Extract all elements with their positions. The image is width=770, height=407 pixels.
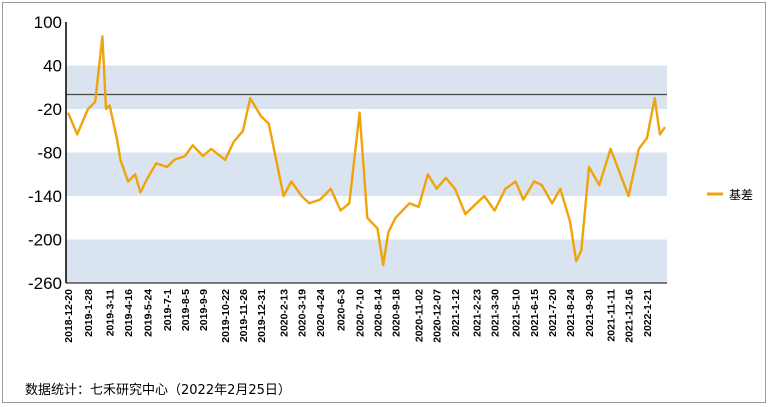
x-tick-label: 2019-7-1 bbox=[162, 289, 174, 331]
legend-label: 基差 bbox=[729, 188, 753, 202]
x-tick-label: 2019-11-26 bbox=[238, 289, 250, 342]
x-tick-label: 2021-5-10 bbox=[511, 289, 523, 337]
x-tick-label: 2021-7-20 bbox=[547, 289, 559, 337]
y-tick-label: -20 bbox=[37, 100, 62, 119]
y-tick-label: -200 bbox=[28, 231, 62, 250]
shaded-band-0 bbox=[66, 65, 667, 109]
series-line-jicha bbox=[66, 35, 666, 267]
x-tick-label: 2021-6-15 bbox=[529, 289, 541, 337]
x-tick-label: 2020-4-24 bbox=[315, 289, 327, 337]
x-tick-label: 2019-12-31 bbox=[256, 289, 268, 343]
x-tick-label: 2019-9-9 bbox=[198, 289, 210, 331]
x-axis-ticks: 2018-12-20 2019-1-28 2019-3-11 2019-4-16 201… bbox=[63, 289, 654, 343]
x-tick-label: 2020-11-02 bbox=[414, 289, 426, 342]
y-tick-label: 40 bbox=[43, 57, 62, 76]
x-tick-label: 2021-2-23 bbox=[472, 289, 484, 337]
footer-source-note: 数据统计：七禾研究中心（2022年2月25日） bbox=[25, 383, 291, 398]
shaded-bands bbox=[66, 65, 667, 283]
x-tick-label: 2019-4-16 bbox=[123, 289, 135, 337]
x-tick-label: 2020-9-18 bbox=[391, 289, 403, 337]
x-tick-label: 2021-1-12 bbox=[450, 289, 462, 337]
x-tick-label: 2021-3-30 bbox=[490, 289, 502, 337]
y-tick-label: -80 bbox=[37, 144, 62, 163]
x-tick-label: 2021-11-11 bbox=[606, 289, 618, 342]
x-tick-label: 2019-3-11 bbox=[105, 289, 117, 336]
x-tick-label: 2020-6-3 bbox=[336, 289, 348, 331]
chart-frame: 100 40 -20 -80 -140 -200 -260 2018-12-20 2019-1… bbox=[2, 2, 766, 403]
x-tick-label: 2019-8-5 bbox=[180, 289, 192, 331]
x-tick-label: 2020-8-14 bbox=[373, 289, 385, 337]
chart: 100 40 -20 -80 -140 -200 -260 2018-12-20 2019-1… bbox=[28, 13, 753, 343]
x-tick-label: 2021-8-24 bbox=[565, 289, 577, 337]
x-tick-label: 2018-12-20 bbox=[63, 289, 75, 343]
x-tick-label: 2020-2-13 bbox=[279, 289, 291, 337]
x-tick-label: 2022-1-21 bbox=[642, 289, 654, 337]
shaded-band-2 bbox=[66, 239, 667, 283]
y-tick-label: -140 bbox=[28, 187, 62, 206]
x-tick-label: 2020-7-10 bbox=[355, 289, 367, 337]
x-tick-label: 2020-12-07 bbox=[432, 289, 444, 343]
x-tick-label: 2019-5-24 bbox=[143, 289, 155, 337]
x-tick-label: 2020-3-19 bbox=[297, 289, 309, 337]
x-tick-label: 2019-10-22 bbox=[220, 289, 232, 343]
y-tick-label: 100 bbox=[34, 13, 62, 32]
y-axis-ticks: 100 40 -20 -80 -140 -200 -260 bbox=[28, 13, 62, 293]
x-tick-label: 2021-9-30 bbox=[584, 289, 596, 337]
x-tick-label: 2021-12-16 bbox=[624, 289, 636, 343]
legend: 基差 bbox=[707, 188, 753, 202]
y-tick-label: -260 bbox=[28, 274, 62, 293]
x-tick-label: 2019-1-28 bbox=[83, 289, 95, 337]
shaded-band-1 bbox=[66, 152, 667, 196]
